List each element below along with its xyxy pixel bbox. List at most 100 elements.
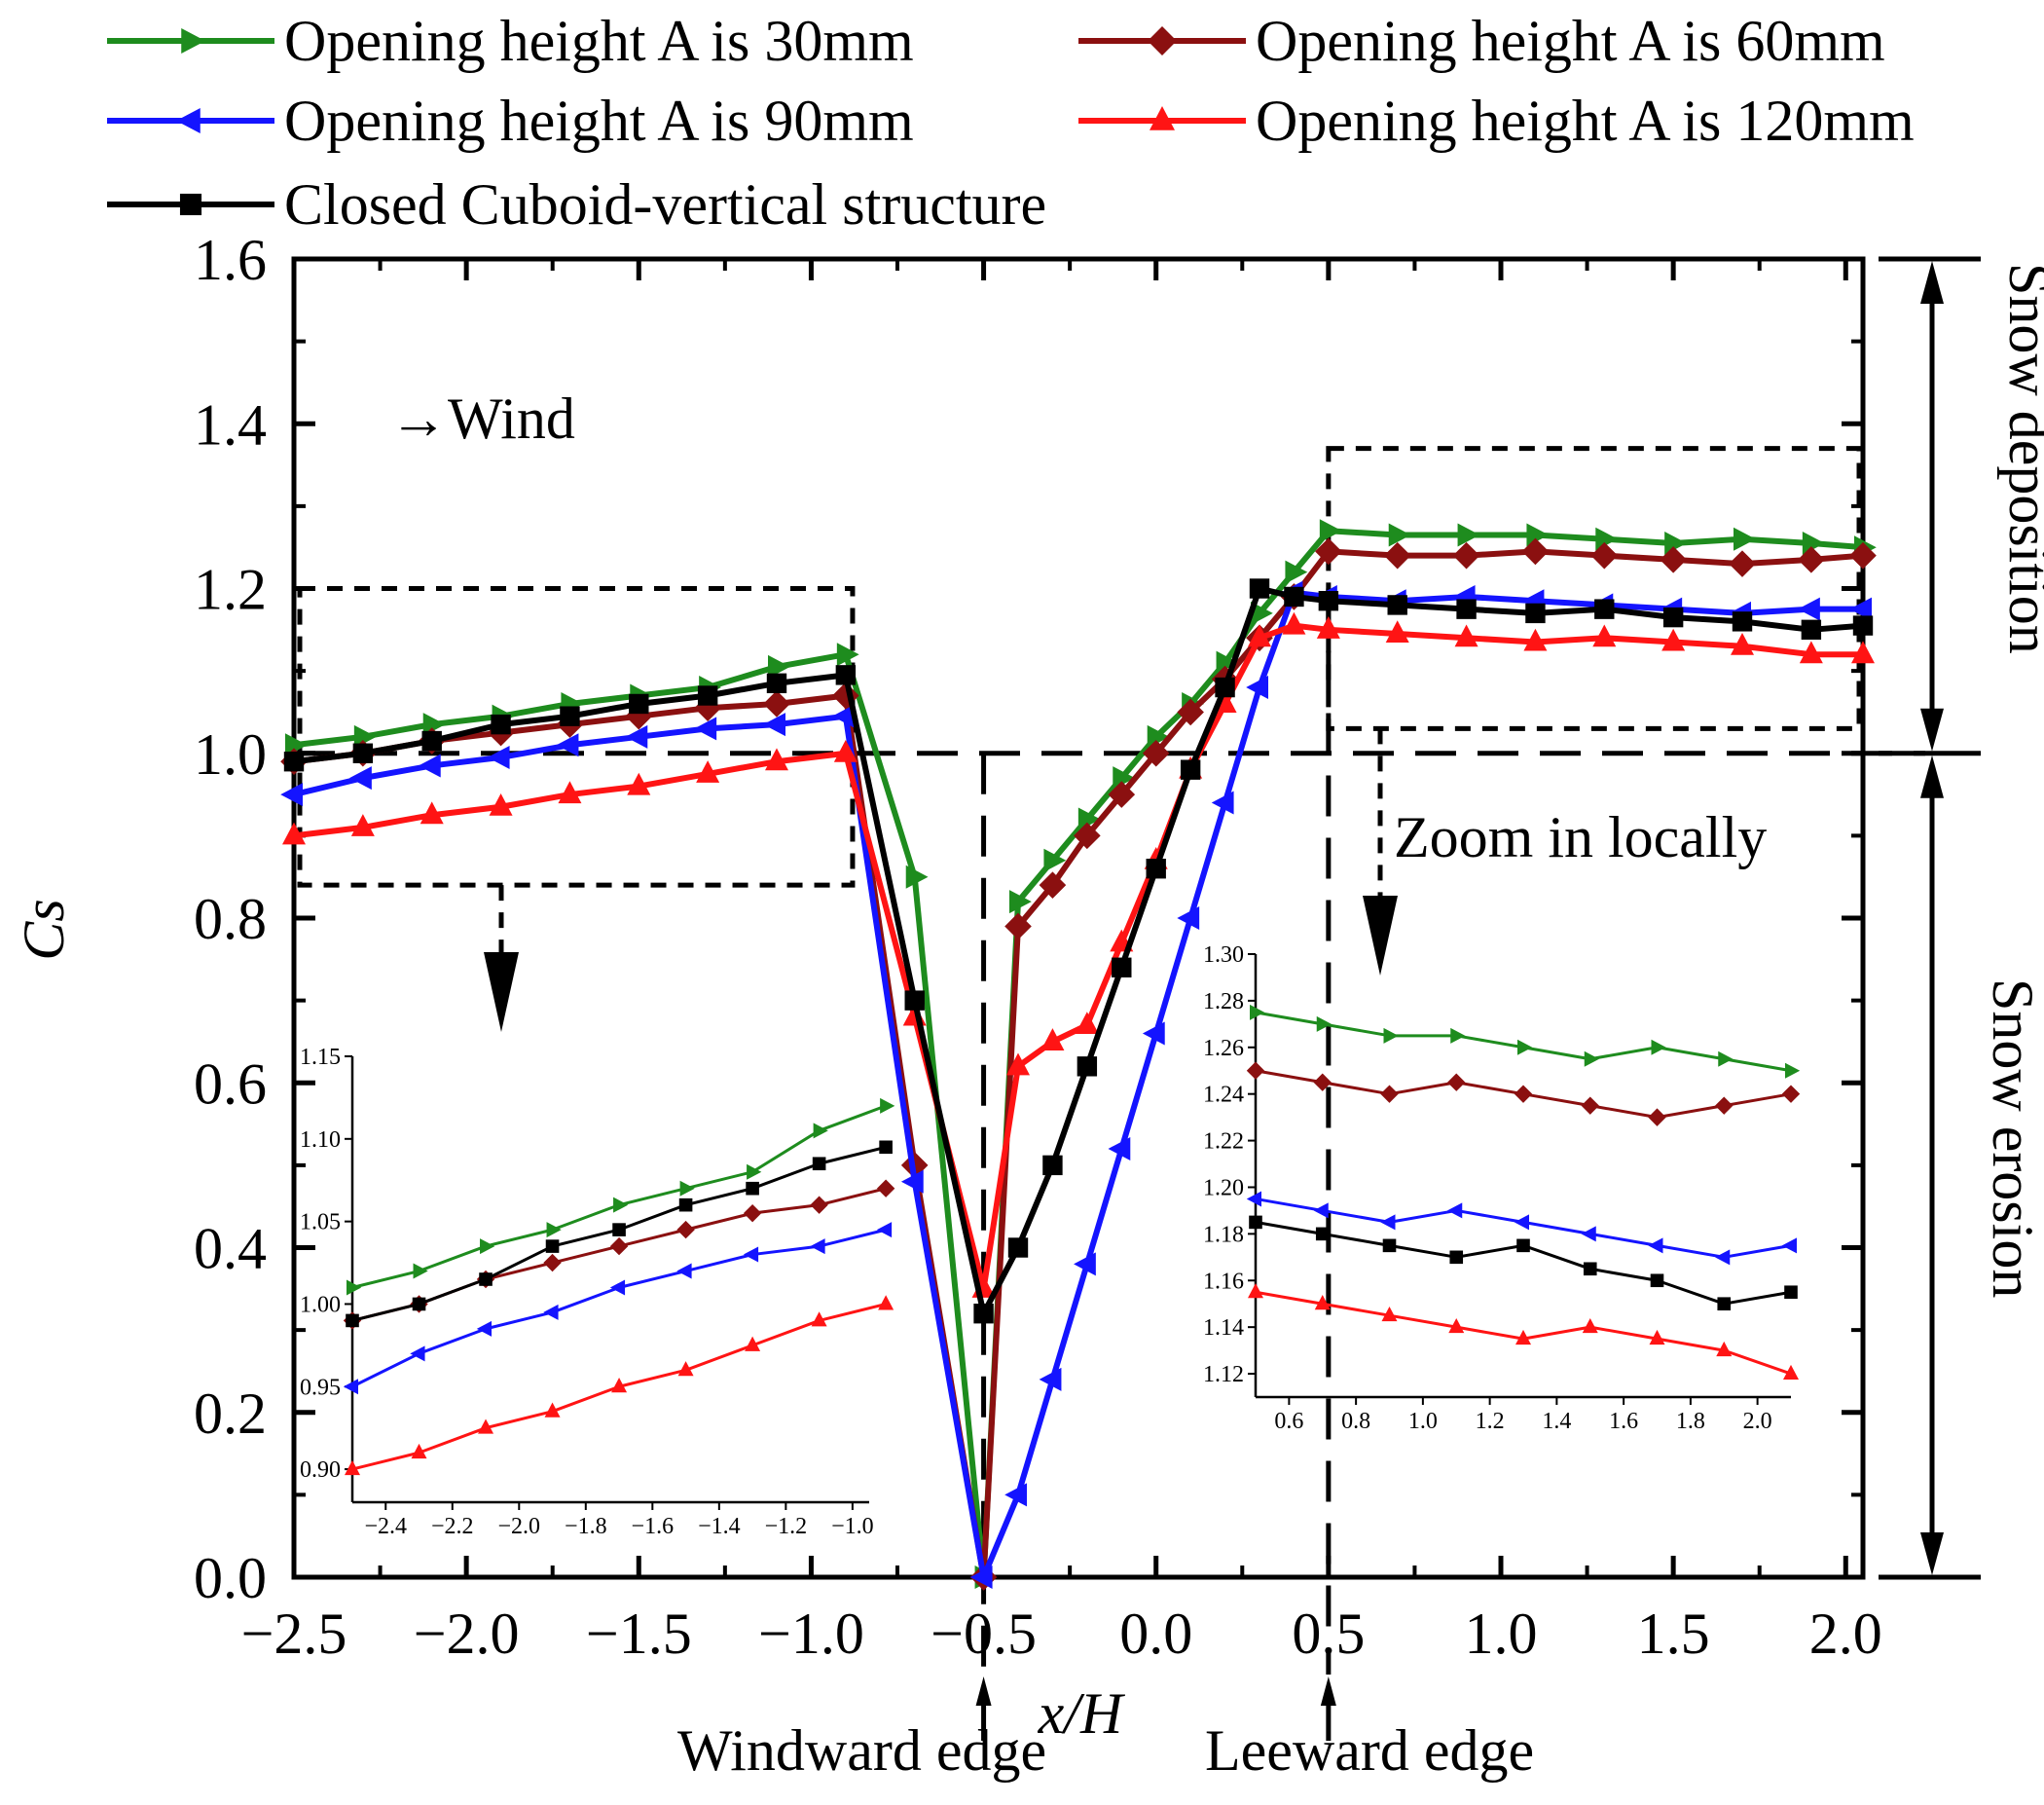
inset-data-point bbox=[1715, 1249, 1731, 1266]
snow-erosion-label: Snow erosion bbox=[1981, 978, 2044, 1298]
inset-data-point bbox=[611, 1378, 628, 1393]
inset-data-point bbox=[1448, 1317, 1465, 1334]
data-point bbox=[1177, 906, 1200, 930]
data-point bbox=[629, 693, 649, 715]
zoom-arrow-right-head bbox=[1363, 896, 1398, 976]
data-point bbox=[1452, 541, 1480, 570]
inset-left-series-closed-cuboid-vertical-structure bbox=[346, 1140, 893, 1328]
inset-data-point bbox=[613, 1197, 629, 1213]
data-point bbox=[556, 733, 579, 757]
data-point bbox=[627, 772, 651, 795]
inset-data-point bbox=[479, 1272, 493, 1286]
inset-x-tick-label: −1.8 bbox=[565, 1514, 607, 1539]
data-point bbox=[765, 748, 788, 771]
snow-deposition-label: Snow deposition bbox=[1997, 263, 2044, 654]
data-point bbox=[697, 685, 718, 706]
inset-x-tick-label: 1.6 bbox=[1609, 1409, 1638, 1434]
legend-label: Opening height A is 90mm bbox=[284, 89, 914, 153]
deposition-arrow-top bbox=[1920, 261, 1944, 304]
legend-item-opening-height-a-is-30mm: Opening height A is 30mm bbox=[107, 9, 914, 73]
data-point bbox=[1248, 624, 1271, 647]
data-point bbox=[1004, 912, 1032, 940]
data-point bbox=[1521, 537, 1550, 566]
inset-x-tick-label: −2.0 bbox=[498, 1514, 541, 1539]
data-point bbox=[1849, 597, 1872, 621]
data-point bbox=[421, 730, 442, 752]
inset-data-point bbox=[743, 1246, 759, 1263]
zoom-box-right bbox=[1326, 446, 1862, 731]
inset-data-point bbox=[480, 1238, 495, 1255]
erosion-arrow-top bbox=[1920, 755, 1944, 798]
inset-y-tick-label: 1.15 bbox=[300, 1045, 341, 1070]
inset-data-point bbox=[1649, 1329, 1665, 1345]
inset-x-tick-label: 0.6 bbox=[1274, 1409, 1303, 1434]
inset-right-series-opening-height-a-is-90mm bbox=[1246, 1191, 1797, 1266]
inset-data-point bbox=[1783, 1364, 1799, 1381]
inset-right-series-opening-height-a-is-30mm bbox=[1250, 1004, 1801, 1079]
inset-left-series-opening-height-a-is-30mm bbox=[347, 1097, 895, 1296]
inset-x-tick-label: 1.0 bbox=[1408, 1409, 1438, 1434]
main-axis-ticks: −2.5 −2.0 −1.5 −1.0 −0.5 0.0 0.5 1.0 1.5 2.00.00.… bbox=[194, 228, 1882, 1666]
inset-data-point bbox=[1515, 1329, 1531, 1345]
legend-marker bbox=[179, 193, 202, 216]
x-tick-label: −1.0 bbox=[758, 1602, 864, 1666]
data-point bbox=[1664, 531, 1687, 555]
inset-x-tick-label: 1.2 bbox=[1476, 1409, 1505, 1434]
inset-data-point bbox=[1380, 1085, 1399, 1103]
data-point bbox=[1661, 628, 1686, 651]
deposition-arrow-bottom bbox=[1920, 708, 1944, 752]
inset-data-point bbox=[1246, 1061, 1265, 1080]
inset-data-point bbox=[543, 1253, 562, 1272]
data-point bbox=[1075, 1012, 1099, 1035]
inset-data-point bbox=[1447, 1073, 1466, 1091]
inset-data-point bbox=[747, 1163, 762, 1180]
inset-data-point bbox=[1514, 1085, 1533, 1103]
data-point bbox=[1457, 523, 1480, 547]
inset-data-point bbox=[1648, 1237, 1663, 1254]
inset-data-point bbox=[343, 1379, 358, 1395]
data-point bbox=[1388, 523, 1411, 547]
x-axis-label: x/H bbox=[1038, 1681, 1126, 1746]
data-point bbox=[763, 690, 790, 718]
data-point bbox=[1662, 607, 1684, 628]
inset-data-point bbox=[476, 1320, 493, 1337]
inset-data-point bbox=[546, 1222, 562, 1238]
data-point bbox=[1387, 595, 1407, 615]
guide-lines bbox=[294, 256, 1981, 1741]
data-point bbox=[1454, 624, 1478, 647]
data-point bbox=[1852, 615, 1874, 636]
y-tick-label: 0.2 bbox=[194, 1381, 267, 1446]
inset-data-point bbox=[1785, 1062, 1801, 1079]
inset-data-point bbox=[880, 1097, 895, 1114]
inset-data-point bbox=[810, 1196, 828, 1214]
inset-data-point bbox=[545, 1239, 560, 1253]
data-point bbox=[1043, 848, 1067, 872]
inset-x-tick-label: 1.4 bbox=[1542, 1409, 1571, 1434]
data-point bbox=[1042, 1155, 1063, 1176]
x-tick-label: −2.0 bbox=[414, 1602, 520, 1666]
data-point bbox=[1246, 676, 1268, 700]
inset-data-point bbox=[1246, 1191, 1261, 1207]
inset-left-series-opening-height-a-is-120mm bbox=[345, 1295, 894, 1476]
inset-left: 0.90 0.95 1.00 1.05 1.10 1.15 −2.4 −2.2 −2.0 −1.8… bbox=[300, 1045, 895, 1539]
inset-y-tick-label: 1.30 bbox=[1203, 942, 1244, 968]
inset-data-point bbox=[678, 1197, 693, 1212]
inset-data-point bbox=[1447, 1202, 1463, 1219]
inset-data-point bbox=[1717, 1297, 1732, 1311]
data-point bbox=[1004, 1483, 1027, 1507]
inset-data-point bbox=[1583, 1262, 1597, 1276]
data-point bbox=[1249, 578, 1270, 599]
data-point bbox=[1215, 677, 1235, 698]
data-point bbox=[1319, 519, 1342, 543]
data-point bbox=[1147, 724, 1170, 749]
inset-data-point bbox=[1781, 1237, 1797, 1254]
inset-x-tick-label: −1.4 bbox=[698, 1514, 741, 1539]
x-tick-label: 0.0 bbox=[1119, 1602, 1192, 1666]
zoom-box-left bbox=[297, 586, 856, 888]
legend-item-opening-height-a-is-120mm: Opening height A is 120mm bbox=[1078, 89, 1915, 153]
inset-data-point bbox=[1516, 1238, 1530, 1253]
data-point bbox=[1108, 1136, 1131, 1160]
data-point bbox=[1315, 537, 1342, 566]
data-point bbox=[973, 1304, 994, 1324]
erosion-arrow-bottom bbox=[1920, 1532, 1944, 1575]
